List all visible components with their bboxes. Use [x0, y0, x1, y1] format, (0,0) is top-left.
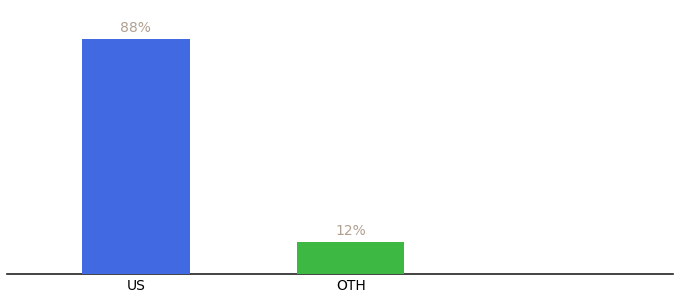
Text: 88%: 88% [120, 21, 152, 35]
Bar [297, 242, 405, 274]
Bar [82, 39, 190, 274]
Text: 12%: 12% [335, 224, 366, 238]
